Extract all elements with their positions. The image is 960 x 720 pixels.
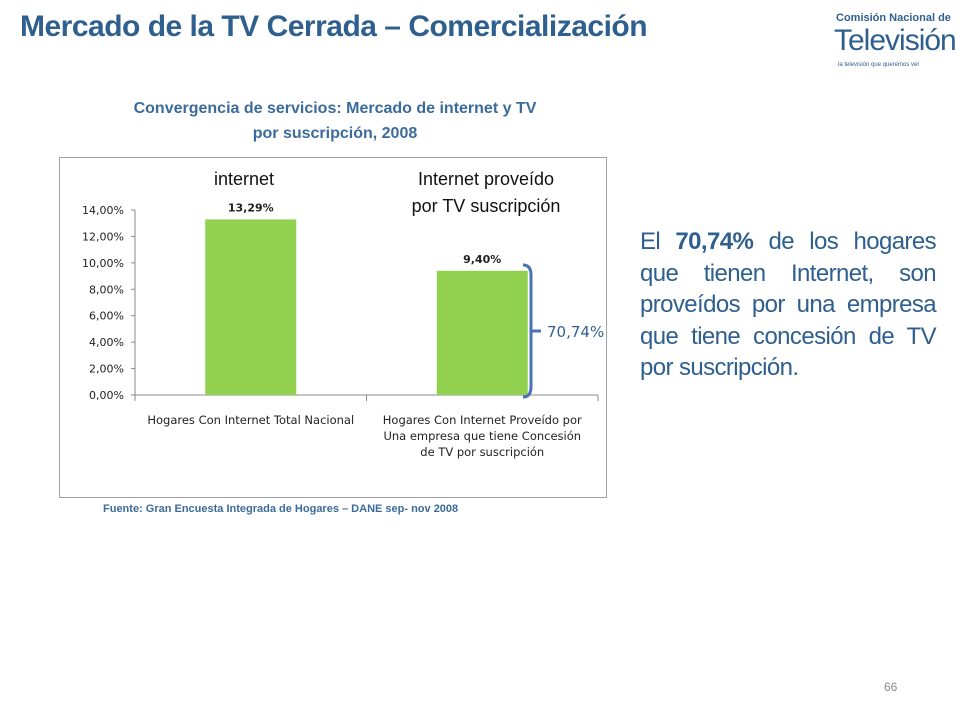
chart-title-line2: por suscripción, 2008: [252, 125, 418, 142]
x-tick-label: Una empresa que tiene Concesión: [383, 429, 581, 443]
bar-header-label: por TV suscripción: [412, 196, 561, 216]
side-paragraph: El 70,74% de los hogares que tienen Inte…: [640, 226, 937, 384]
logo-tagline: la televisión que queremos ver: [838, 62, 920, 68]
side-text-prefix: El: [640, 228, 676, 255]
y-tick-label: 10,00%: [82, 257, 124, 270]
cntv-logo: Comisión Nacional de Televisión la telev…: [832, 10, 957, 74]
y-tick-label: 6,00%: [89, 310, 124, 323]
bracket-label: 70,74%: [547, 323, 604, 341]
data-label: 13,29%: [228, 201, 274, 214]
bar-header-label: internet: [214, 169, 274, 189]
y-tick-label: 14,00%: [82, 204, 124, 217]
x-tick-label: Hogares Con Internet Proveído por: [383, 413, 582, 427]
chart-frame: [59, 157, 607, 498]
x-tick-label: Hogares Con Internet Total Nacional: [147, 413, 354, 427]
bar-header-label: Internet proveído: [418, 169, 554, 189]
side-text-suffix: de los hogares que tienen Internet, son …: [640, 228, 937, 381]
x-tick-label: de TV por suscripción: [420, 445, 544, 459]
chart-title: Convergencia de servicios: Mercado de in…: [60, 96, 610, 146]
page-number: 66: [884, 680, 898, 694]
chart-title-line1: Convergencia de servicios: Mercado de in…: [133, 100, 537, 117]
y-tick-label: 8,00%: [89, 283, 124, 296]
bar: [205, 219, 297, 395]
slide-title: Mercado de la TV Cerrada – Comercializac…: [20, 10, 648, 43]
y-tick-label: 2,00%: [89, 363, 124, 376]
data-label: 9,40%: [463, 253, 501, 266]
bar: [436, 270, 528, 395]
y-tick-label: 0,00%: [89, 389, 124, 402]
side-text-highlight: 70,74%: [675, 228, 754, 255]
logo-line1: Comisión Nacional de: [836, 12, 951, 24]
y-tick-label: 4,00%: [89, 336, 124, 349]
y-tick-label: 12,00%: [82, 230, 124, 243]
logo-line2: Televisión: [834, 24, 957, 57]
source-note: Fuente: Gran Encuesta Integrada de Hogar…: [103, 503, 459, 515]
